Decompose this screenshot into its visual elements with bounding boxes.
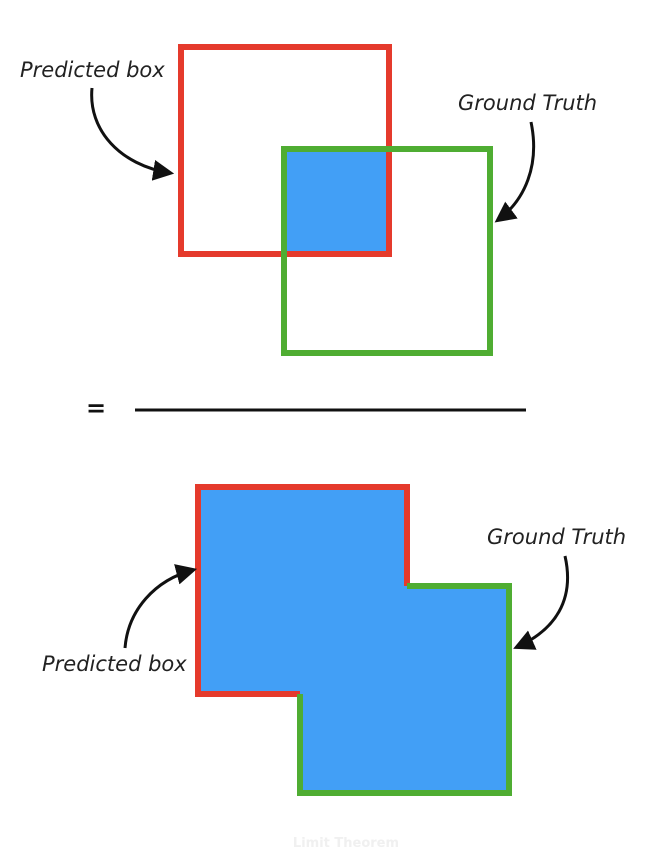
watermark-text: Limit Theorem xyxy=(293,836,399,851)
intersection-area xyxy=(284,149,389,254)
top-ground-truth-label: Ground Truth xyxy=(458,91,597,115)
bottom-predicted-outline xyxy=(195,484,410,697)
top-predicted-arrow xyxy=(90,87,175,181)
bottom-ground-truth-arrow xyxy=(513,555,570,650)
top-predicted-label: Predicted box xyxy=(20,58,165,82)
top-ground-truth-arrow xyxy=(494,121,536,223)
top-ground-truth-box xyxy=(281,146,493,356)
bottom-ground-truth-outline xyxy=(297,583,512,796)
union-area xyxy=(198,487,509,793)
equals-sign: = xyxy=(86,394,106,422)
bottom-predicted-arrow xyxy=(123,564,198,649)
bottom-ground-truth-label: Ground Truth xyxy=(487,525,626,549)
union-figure: Predicted box Ground Truth xyxy=(42,484,626,796)
bottom-predicted-label: Predicted box xyxy=(42,652,187,676)
intersection-figure: Predicted box Ground Truth xyxy=(20,44,597,356)
